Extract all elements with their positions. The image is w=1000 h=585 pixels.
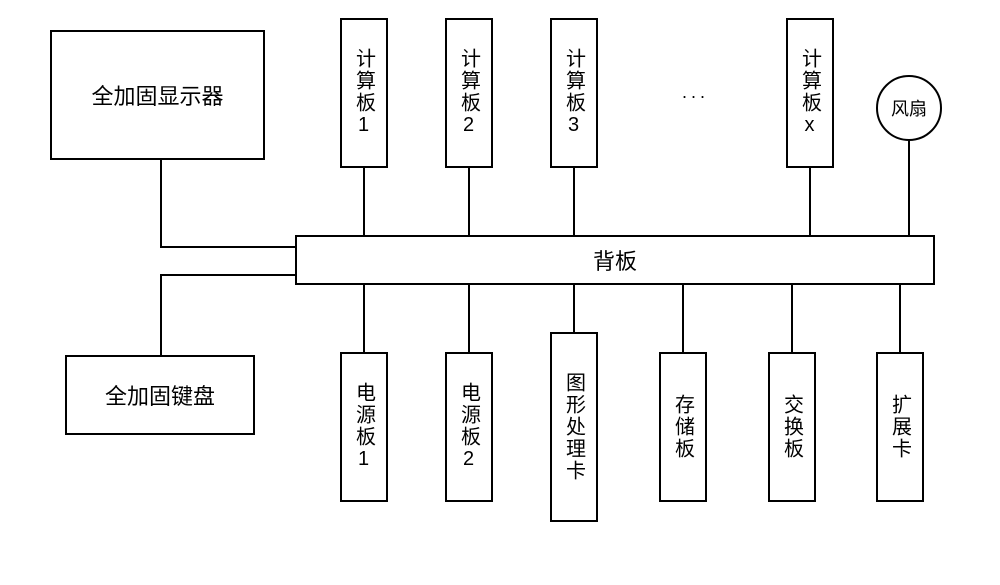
compute-card-label: 计算板3 [560, 48, 589, 138]
connector-line [791, 285, 793, 352]
power-card-1: 电源板1 [340, 352, 388, 502]
connector-line [160, 160, 162, 246]
connector-line [160, 246, 295, 248]
connector-line [468, 285, 470, 352]
backplane-box: 背板 [295, 235, 935, 285]
power-card-label: 电源板2 [455, 382, 484, 472]
graphics-card-label: 图形处理卡 [560, 372, 589, 482]
compute-card-label: 计算板2 [455, 48, 484, 138]
switch-card: 交换板 [768, 352, 816, 502]
switch-card-label: 交换板 [778, 394, 807, 460]
connector-line [363, 168, 365, 235]
ellipsis-top: ... [682, 82, 709, 103]
keyboard-label: 全加固键盘 [105, 379, 215, 411]
compute-card-label: 计算板x [796, 48, 825, 138]
monitor-label: 全加固显示器 [91, 79, 223, 111]
connector-line [573, 168, 575, 235]
power-card-label: 电源板1 [350, 382, 379, 472]
expansion-card: 扩展卡 [876, 352, 924, 502]
compute-card-1: 计算板1 [340, 18, 388, 168]
graphics-card: 图形处理卡 [550, 332, 598, 522]
monitor-box: 全加固显示器 [50, 30, 265, 160]
connector-line [573, 285, 575, 332]
connector-line [468, 168, 470, 235]
connector-line [899, 285, 901, 352]
compute-card-3: 计算板3 [550, 18, 598, 168]
backplane-label: 背板 [593, 244, 637, 276]
connector-line [908, 141, 910, 235]
storage-card: 存储板 [659, 352, 707, 502]
fan-label: 风扇 [891, 95, 927, 121]
compute-card-label: 计算板1 [350, 48, 379, 138]
ellipsis-text: ... [682, 82, 709, 102]
fan-circle: 风扇 [876, 75, 942, 141]
keyboard-box: 全加固键盘 [65, 355, 255, 435]
connector-line [682, 285, 684, 352]
compute-card-2: 计算板2 [445, 18, 493, 168]
connector-line [363, 285, 365, 352]
power-card-2: 电源板2 [445, 352, 493, 502]
compute-card-x: 计算板x [786, 18, 834, 168]
connector-line [809, 168, 811, 235]
expansion-card-label: 扩展卡 [886, 394, 915, 460]
connector-line [160, 274, 162, 355]
connector-line [160, 274, 295, 276]
storage-card-label: 存储板 [669, 394, 698, 460]
